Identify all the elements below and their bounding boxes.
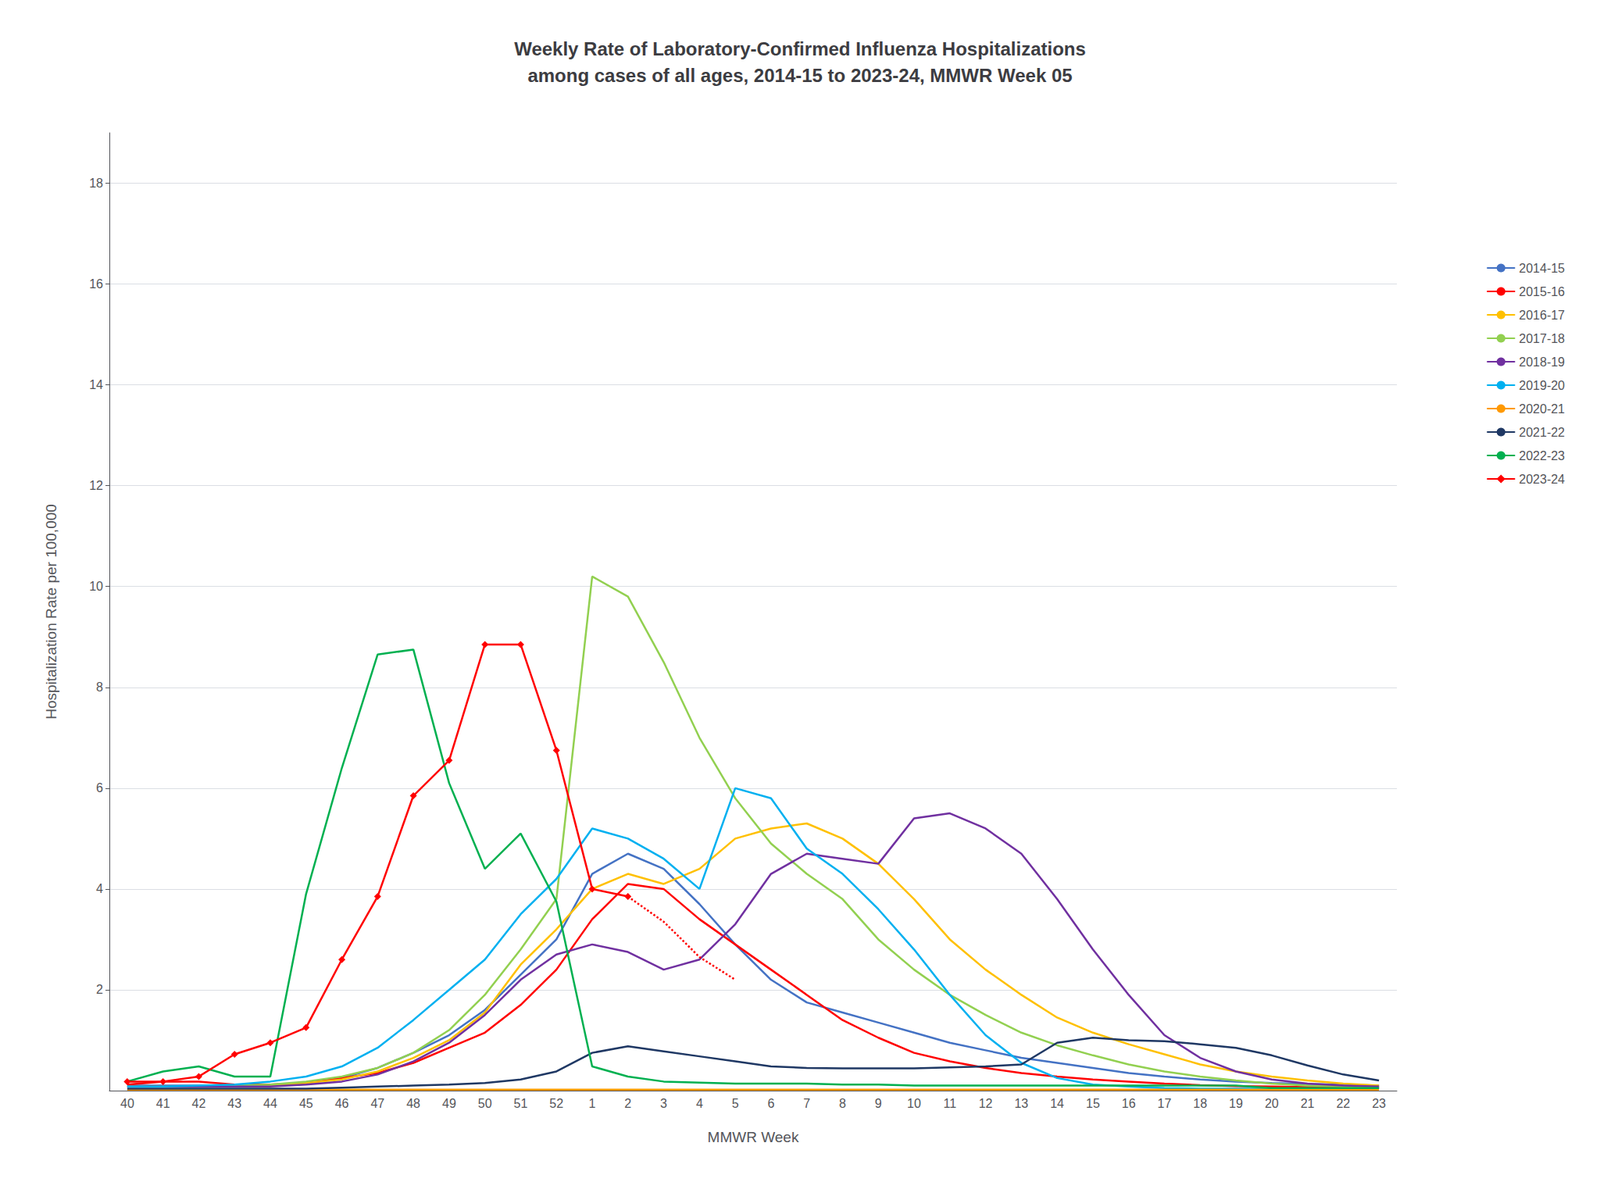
svg-text:50: 50	[478, 1096, 493, 1111]
svg-text:2020-21: 2020-21	[1518, 402, 1565, 416]
svg-text:among cases of all ages, 2014-: among cases of all ages, 2014-15 to 2023…	[527, 64, 1072, 86]
svg-text:44: 44	[263, 1096, 278, 1111]
svg-text:51: 51	[514, 1096, 529, 1111]
svg-text:7: 7	[803, 1096, 811, 1111]
svg-text:6: 6	[767, 1096, 775, 1111]
svg-text:45: 45	[299, 1096, 314, 1111]
svg-text:16: 16	[89, 277, 104, 291]
svg-text:2016-17: 2016-17	[1518, 308, 1565, 322]
svg-text:2017-18: 2017-18	[1518, 332, 1565, 346]
svg-text:52: 52	[549, 1096, 564, 1111]
svg-text:8: 8	[96, 680, 104, 694]
svg-text:10: 10	[907, 1096, 922, 1111]
svg-text:12: 12	[89, 478, 104, 493]
svg-text:3: 3	[660, 1096, 668, 1111]
svg-text:14: 14	[1050, 1096, 1065, 1111]
svg-text:19: 19	[1228, 1096, 1243, 1111]
svg-text:2018-19: 2018-19	[1518, 355, 1565, 369]
svg-text:40: 40	[120, 1096, 135, 1111]
svg-text:4: 4	[96, 882, 104, 896]
svg-text:17: 17	[1157, 1096, 1172, 1111]
svg-text:2023-24: 2023-24	[1518, 472, 1565, 486]
svg-text:2015-16: 2015-16	[1518, 285, 1565, 299]
svg-text:21: 21	[1300, 1096, 1315, 1111]
svg-text:15: 15	[1085, 1096, 1100, 1111]
svg-text:2: 2	[624, 1096, 632, 1111]
svg-text:2022-23: 2022-23	[1518, 449, 1565, 463]
svg-text:42: 42	[192, 1096, 207, 1111]
svg-text:4: 4	[696, 1096, 704, 1111]
svg-text:2021-22: 2021-22	[1518, 425, 1565, 440]
svg-text:Hospitalization Rate per 100,0: Hospitalization Rate per 100,000	[42, 503, 60, 720]
svg-text:12: 12	[978, 1096, 993, 1111]
svg-text:16: 16	[1121, 1096, 1136, 1111]
svg-text:1: 1	[589, 1096, 597, 1111]
svg-text:6: 6	[96, 781, 104, 795]
svg-text:43: 43	[227, 1096, 242, 1111]
svg-text:22: 22	[1335, 1096, 1350, 1111]
svg-text:MMWR Week: MMWR Week	[707, 1128, 800, 1146]
svg-text:8: 8	[839, 1096, 847, 1111]
svg-text:10: 10	[89, 579, 104, 593]
svg-text:47: 47	[370, 1096, 385, 1111]
svg-text:Weekly Rate of Laboratory-Conf: Weekly Rate of Laboratory-Confirmed Infl…	[514, 38, 1086, 60]
svg-text:5: 5	[732, 1096, 740, 1111]
svg-text:13: 13	[1014, 1096, 1029, 1111]
svg-text:9: 9	[875, 1096, 883, 1111]
svg-text:18: 18	[89, 176, 104, 190]
svg-text:18: 18	[1192, 1096, 1208, 1111]
svg-text:41: 41	[156, 1096, 171, 1111]
svg-text:23: 23	[1371, 1096, 1386, 1111]
svg-text:2: 2	[96, 982, 104, 997]
svg-text:20: 20	[1264, 1096, 1279, 1111]
svg-text:14: 14	[89, 378, 104, 392]
svg-text:2019-20: 2019-20	[1518, 378, 1565, 393]
svg-text:46: 46	[335, 1096, 350, 1111]
svg-text:2014-15: 2014-15	[1518, 261, 1565, 275]
svg-text:11: 11	[942, 1096, 957, 1111]
svg-text:48: 48	[406, 1096, 421, 1111]
svg-text:49: 49	[442, 1096, 457, 1111]
